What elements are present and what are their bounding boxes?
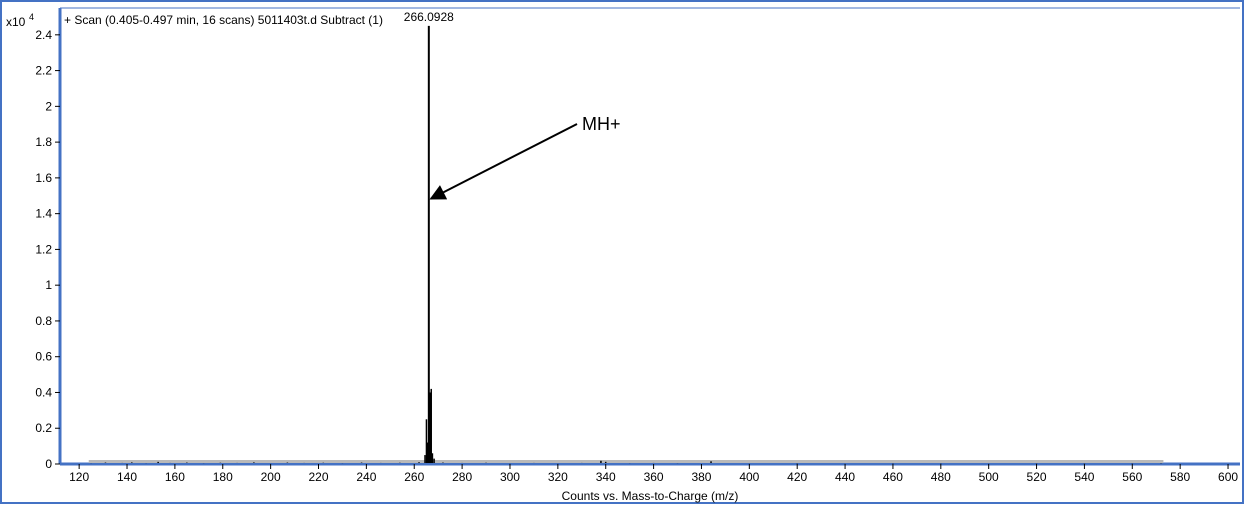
y-tick-label: 0.6 <box>35 350 52 364</box>
y-multiplier-exponent: 4 <box>29 12 34 22</box>
x-tick-label: 200 <box>261 470 281 484</box>
y-tick-label: 0.2 <box>35 421 52 435</box>
x-tick-label: 460 <box>883 470 903 484</box>
y-tick-label: 1.2 <box>35 242 52 256</box>
chart-title: + Scan (0.405-0.497 min, 16 scans) 50114… <box>64 13 383 27</box>
y-tick-label: 1.6 <box>35 171 52 185</box>
x-axis-ticks: 120 140 160 180 200 220 240 260 280 300 320 340 360 3… <box>69 464 1238 484</box>
x-tick-label: 340 <box>596 470 616 484</box>
x-tick-label: 320 <box>548 470 568 484</box>
x-tick-label: 280 <box>452 470 472 484</box>
y-tick-label: 0 <box>45 457 52 471</box>
y-tick-label: 2.4 <box>35 28 52 42</box>
x-tick-label: 360 <box>644 470 664 484</box>
y-tick-label: 0.8 <box>35 314 52 328</box>
x-tick-label: 220 <box>308 470 328 484</box>
y-tick-label: 2.2 <box>35 64 52 78</box>
spectrum-peaks <box>90 25 1162 464</box>
x-tick-label: 300 <box>500 470 520 484</box>
x-tick-label: 240 <box>356 470 376 484</box>
x-tick-label: 420 <box>787 470 807 484</box>
x-tick-label: 480 <box>931 470 951 484</box>
mh-arrow <box>429 123 578 200</box>
x-tick-label: 560 <box>1122 470 1142 484</box>
x-tick-label: 600 <box>1218 470 1238 484</box>
y-tick-label: 1 <box>45 278 52 292</box>
peak-label-266: 266.0928 <box>404 10 454 24</box>
x-tick-label: 120 <box>69 470 89 484</box>
x-tick-label: 500 <box>979 470 999 484</box>
x-tick-label: 160 <box>165 470 185 484</box>
mh-callout-label: MH+ <box>582 114 621 134</box>
x-tick-label: 380 <box>691 470 711 484</box>
y-multiplier-label: x10 <box>6 15 26 29</box>
baseline-noise-band <box>88 460 1164 463</box>
x-tick-label: 580 <box>1170 470 1190 484</box>
x-tick-label: 140 <box>117 470 137 484</box>
y-tick-label: 2 <box>45 99 52 113</box>
y-tick-label: 1.4 <box>35 207 52 221</box>
x-tick-label: 440 <box>835 470 855 484</box>
x-tick-label: 540 <box>1074 470 1094 484</box>
y-tick-label: 1.8 <box>35 135 52 149</box>
x-tick-label: 520 <box>1027 470 1047 484</box>
x-axis-title: Counts vs. Mass-to-Charge (m/z) <box>562 489 739 503</box>
x-tick-label: 260 <box>404 470 424 484</box>
y-axis-ticks: 0 0.2 0.4 0.6 0.8 1 1.2 1.4 1.6 1.8 2 2.2 2.4 <box>35 28 60 471</box>
y-tick-label: 0.4 <box>35 385 52 399</box>
x-tick-label: 400 <box>739 470 759 484</box>
x-tick-label: 180 <box>213 470 233 484</box>
